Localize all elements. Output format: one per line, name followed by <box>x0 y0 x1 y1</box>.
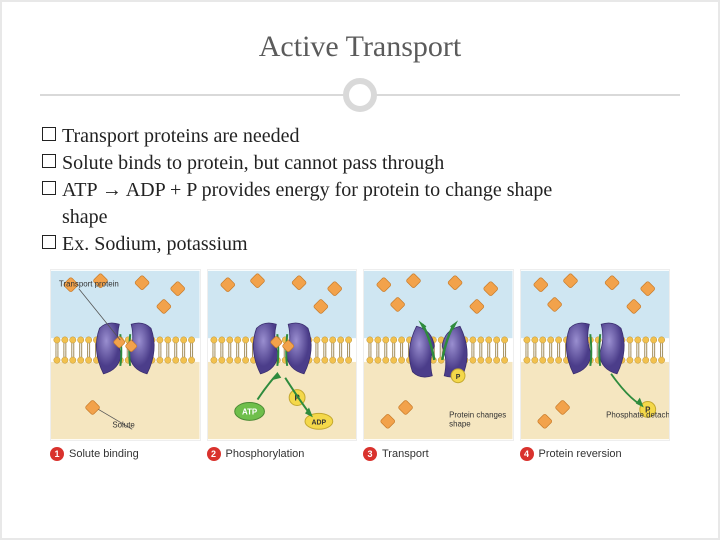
checkbox-icon <box>42 235 56 249</box>
slide-title: Active Transport <box>42 30 678 64</box>
bullet-text: Ex. Sodium, potassium <box>62 233 248 255</box>
figure-panels: Transport protein Solute ATPPADP P Protein c… <box>50 269 670 441</box>
caption-number-badge: 3 <box>363 447 377 461</box>
svg-text:ATP: ATP <box>241 407 256 416</box>
active-transport-figure: Transport protein Solute ATPPADP P Protein c… <box>50 269 670 461</box>
figure-panel: P Protein changesshape <box>363 269 514 441</box>
rule-circle-icon <box>343 78 377 112</box>
bullet-item: shape <box>42 205 678 230</box>
figure-caption: 4 Protein reversion <box>520 447 671 461</box>
checkbox-icon <box>42 154 56 168</box>
caption-text: Solute binding <box>69 448 139 460</box>
figure-captions: 1 Solute binding 2 Phosphorylation 3 Transpor… <box>50 447 670 461</box>
bullet-text: Solute binds to protein, but cannot pass… <box>62 152 444 174</box>
svg-text:Transport protein: Transport protein <box>59 280 119 289</box>
caption-text: Protein reversion <box>539 448 622 460</box>
bullet-item: Solute binds to protein, but cannot pass… <box>42 151 678 176</box>
svg-text:Solute: Solute <box>112 420 135 429</box>
bullet-text: ATP → ADP + P provides energy for protei… <box>62 179 552 201</box>
caption-number-badge: 1 <box>50 447 64 461</box>
caption-number-badge: 2 <box>207 447 221 461</box>
svg-text:P: P <box>456 374 461 381</box>
caption-text: Phosphorylation <box>226 448 305 460</box>
caption-number-badge: 4 <box>520 447 534 461</box>
svg-text:Phosphate detaches: Phosphate detaches <box>606 410 669 419</box>
figure-caption: 3 Transport <box>363 447 514 461</box>
bullet-item: ATP → ADP + P provides energy for protei… <box>42 178 678 203</box>
figure-panel: Transport protein Solute <box>50 269 201 441</box>
svg-text:Protein changes: Protein changes <box>449 410 506 419</box>
bullet-item: Ex. Sodium, potassium <box>42 232 678 257</box>
title-rule <box>42 72 678 116</box>
svg-text:ADP: ADP <box>311 419 326 426</box>
caption-text: Transport <box>382 448 429 460</box>
checkbox-icon <box>42 181 56 195</box>
figure-panel: PPhosphate detaches <box>520 269 671 441</box>
svg-text:shape: shape <box>449 419 471 428</box>
figure-caption: 1 Solute binding <box>50 447 201 461</box>
bullet-list: Transport proteins are needed Solute bin… <box>42 124 678 257</box>
bullet-text: Transport proteins are needed <box>62 125 300 147</box>
bullet-item: Transport proteins are needed <box>42 124 678 149</box>
figure-panel: ATPPADP <box>207 269 358 441</box>
slide: Active Transport Transport proteins are … <box>0 0 720 540</box>
checkbox-icon <box>42 127 56 141</box>
figure-caption: 2 Phosphorylation <box>207 447 358 461</box>
